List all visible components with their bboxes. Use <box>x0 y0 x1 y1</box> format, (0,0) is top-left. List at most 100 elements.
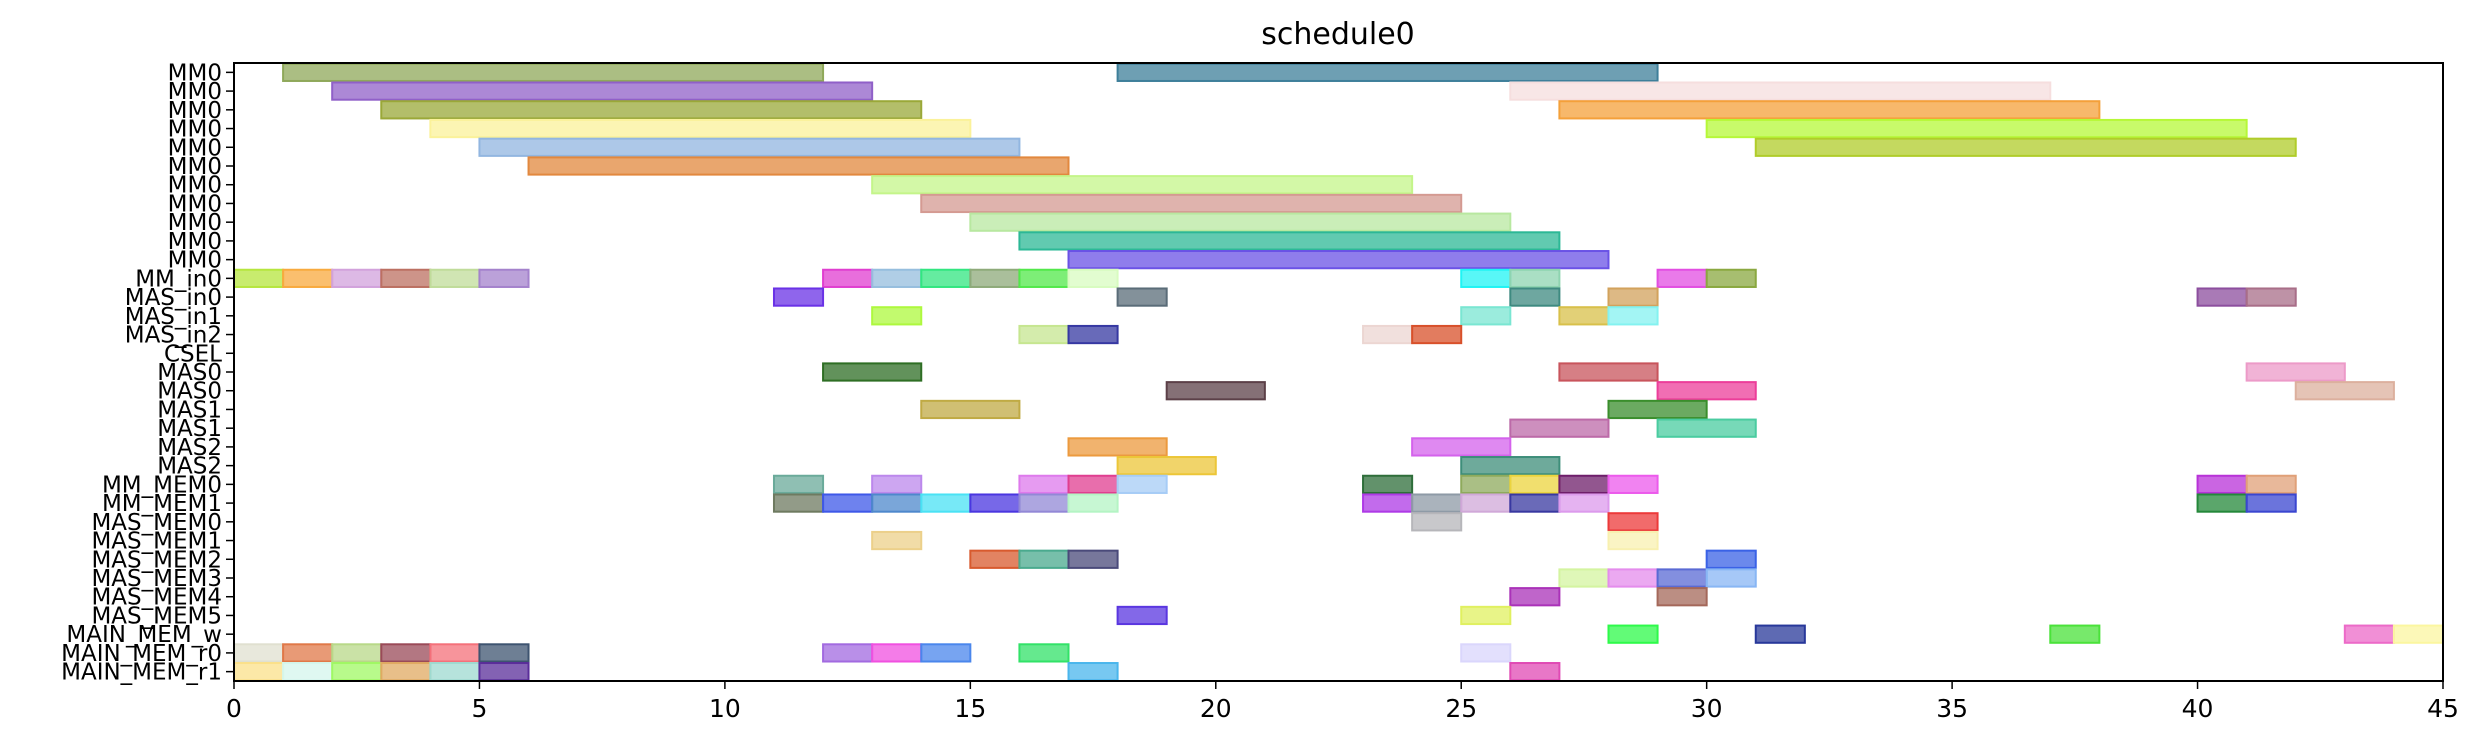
schedule-bar <box>478 137 1021 157</box>
schedule-bar <box>1558 568 1610 588</box>
schedule-bar <box>1116 605 1168 626</box>
schedule-bar <box>1460 474 1512 494</box>
schedule-bar <box>1018 549 1070 569</box>
schedule-bar <box>331 268 383 288</box>
schedule-bar <box>1460 456 1561 476</box>
schedule-bar <box>1362 493 1414 513</box>
y-tick-label: MM0 <box>168 173 222 199</box>
y-tick-label: MM0 <box>168 229 222 255</box>
y-tick-label: MM0 <box>168 60 222 86</box>
schedule-bar <box>1607 399 1708 420</box>
schedule-bar <box>1509 474 1561 494</box>
schedule-bar <box>1018 231 1561 251</box>
schedule-bar <box>871 474 923 494</box>
schedule-bar <box>331 643 383 663</box>
schedule-bar <box>1018 268 1070 288</box>
schedule-bar <box>331 662 383 682</box>
schedule-bar <box>282 268 334 288</box>
y-tick-label: CSEL <box>164 341 222 367</box>
schedule-bar <box>1067 662 1119 682</box>
schedule-bar <box>1411 512 1463 532</box>
x-tick-label: 0 <box>226 694 242 723</box>
schedule-bar <box>1607 474 1659 494</box>
y-tick-label: MAIN_MEM_r1 <box>61 660 222 686</box>
schedule-bar <box>1067 268 1119 288</box>
schedule-bar <box>1558 100 2101 120</box>
x-tick-label: 20 <box>1200 694 1232 723</box>
schedule-bar <box>822 362 923 382</box>
y-tick-label: MAS2 <box>157 435 222 461</box>
schedule-bar <box>478 662 530 682</box>
bars-layer <box>233 62 2445 682</box>
y-tick-label: MAS_in1 <box>125 304 222 330</box>
schedule-bar <box>1509 418 1610 438</box>
y-tick-label: MM0 <box>168 154 222 180</box>
y-tick-label: MAS_in2 <box>125 323 222 349</box>
schedule-bar <box>1705 549 1757 569</box>
schedule-bar <box>920 268 972 288</box>
schedule-bar <box>1460 605 1512 626</box>
schedule-bar <box>1509 268 1561 288</box>
schedule-bar <box>2245 362 2346 382</box>
schedule-bar <box>1116 456 1217 476</box>
schedule-bar <box>1018 643 1070 663</box>
schedule-bar <box>282 62 825 82</box>
x-tick-label: 15 <box>954 694 986 723</box>
schedule-bar <box>1362 474 1414 494</box>
schedule-bar <box>969 212 1512 232</box>
schedule-bar <box>1018 324 1070 345</box>
schedule-bar <box>2245 493 2297 513</box>
schedule-bar <box>380 662 432 682</box>
y-tick-label: MAIN_MEM_r0 <box>61 641 222 667</box>
y-tick-label: MAIN_MEM_w <box>66 622 222 648</box>
schedule-bar <box>1656 381 1757 401</box>
schedule-bar <box>233 643 285 663</box>
y-tick-label: MAS_MEM5 <box>91 603 222 629</box>
y-tick-label: MAS2 <box>157 454 222 480</box>
schedule-bar <box>478 268 530 288</box>
schedule-bar <box>1460 306 1512 326</box>
schedule-bar <box>429 662 481 682</box>
schedule-bar <box>233 268 285 288</box>
schedule-bar <box>969 268 1021 288</box>
schedule-bar <box>1067 493 1119 513</box>
schedule-bar <box>871 268 923 288</box>
y-axis: MM0MM0MM0MM0MM0MM0MM0MM0MM0MM0MM0MM_in0M… <box>61 60 234 686</box>
schedule-bar <box>1656 568 1708 588</box>
schedule-bar <box>1067 324 1119 345</box>
y-tick-label: MAS_MEM4 <box>91 585 222 611</box>
schedule-bar <box>1607 624 1659 644</box>
y-tick-label: MAS_MEM0 <box>91 510 222 536</box>
schedule-bar <box>2392 624 2445 644</box>
schedule-bar <box>772 287 825 307</box>
y-tick-label: MAS_in0 <box>125 285 222 311</box>
schedule-bar <box>2294 381 2395 401</box>
y-tick-label: MM0 <box>168 79 222 105</box>
schedule-bar <box>1411 437 1512 457</box>
schedule-bar <box>1018 493 1070 513</box>
schedule-bar <box>871 643 923 663</box>
y-tick-label: MM_in0 <box>135 266 222 292</box>
schedule-bar <box>527 156 1070 176</box>
y-tick-label: MM0 <box>168 210 222 236</box>
schedule-bar <box>331 81 874 101</box>
schedule-bar <box>380 643 432 663</box>
schedule-bar <box>772 493 825 513</box>
chart-title: schedule0 <box>1261 17 1415 52</box>
schedule-bar <box>1607 530 1659 551</box>
schedule-bar <box>1754 137 2297 157</box>
y-tick-label: MAS0 <box>157 379 222 405</box>
schedule-bar <box>429 118 972 139</box>
schedule-bar <box>1509 662 1561 682</box>
schedule-bar <box>871 175 1414 195</box>
y-tick-label: MAS_MEM2 <box>91 547 222 573</box>
schedule-bar <box>1558 474 1610 494</box>
x-tick-label: 40 <box>2182 694 2214 723</box>
x-tick-label: 5 <box>471 694 487 723</box>
schedule-bar <box>1607 512 1659 532</box>
schedule-bar <box>969 493 1021 513</box>
schedule-bar <box>871 306 923 326</box>
x-tick-label: 35 <box>1936 694 1968 723</box>
schedule-bar <box>1558 362 1659 382</box>
